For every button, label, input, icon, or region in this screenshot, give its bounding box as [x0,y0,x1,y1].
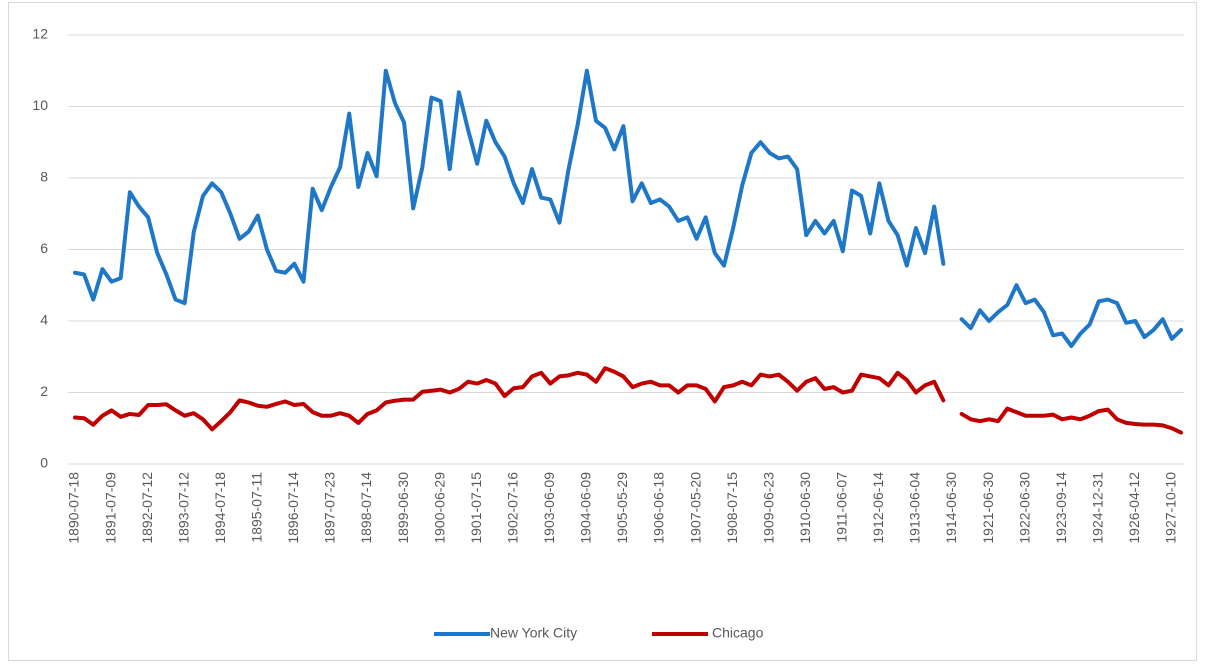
x-tick-label: 1927-10-10 [1163,472,1179,544]
x-tick-label: 1897-07-23 [322,472,338,544]
x-tick-label: 1901-07-15 [468,472,484,544]
line-series [73,366,1183,435]
y-tick-label: 0 [40,455,48,471]
chart-frame [8,2,1197,661]
x-tick-label: 1899-06-30 [395,472,411,544]
x-tick-label: 1922-06-30 [1016,472,1032,544]
x-tick-label: 1909-06-23 [760,472,776,544]
y-tick-label: 8 [40,169,48,185]
x-tick-label: 1911-06-07 [834,472,850,543]
x-tick-label: 1912-06-14 [870,472,886,544]
x-tick-label: 1895-07-11 [249,472,265,543]
x-tick-label: 1926-04-12 [1126,472,1142,544]
legend-label: Chicago [712,625,764,641]
x-tick-label: 1902-07-16 [504,472,520,544]
x-tick-label: 1910-06-30 [797,472,813,544]
x-tick-label: 1900-06-29 [431,472,447,544]
x-tick-label: 1892-07-12 [139,472,155,544]
x-tick-label: 1921-06-30 [980,472,996,544]
x-tick-label: 1903-06-09 [541,472,557,544]
legend-label: New York City [490,625,577,641]
x-tick-label: 1907-05-20 [687,472,703,544]
x-tick-label: 1924-12-31 [1089,472,1105,544]
y-tick-label: 4 [40,312,48,328]
x-tick-label: 1894-07-18 [212,472,228,544]
y-tick-label: 2 [40,383,48,399]
x-tick-label: 1914-06-30 [943,472,959,544]
line-series [73,68,1183,349]
x-tick-label: 1893-07-12 [175,472,191,544]
x-tick-label: 1906-06-18 [651,472,667,544]
x-tick-label: 1890-07-18 [66,472,82,544]
x-tick-label: 1908-07-15 [724,472,740,544]
x-tick-label: 1913-06-04 [907,472,923,544]
y-tick-label: 12 [32,26,48,42]
x-tick-label: 1896-07-14 [285,472,301,544]
x-tick-label: 1898-07-14 [358,472,374,544]
y-tick-label: 10 [32,97,48,113]
y-tick-label: 6 [40,240,48,256]
x-tick-label: 1891-07-09 [102,472,118,544]
x-tick-label: 1923-09-14 [1053,472,1069,544]
x-tick-label: 1905-05-29 [614,472,630,544]
x-tick-label: 1904-06-09 [578,472,594,544]
